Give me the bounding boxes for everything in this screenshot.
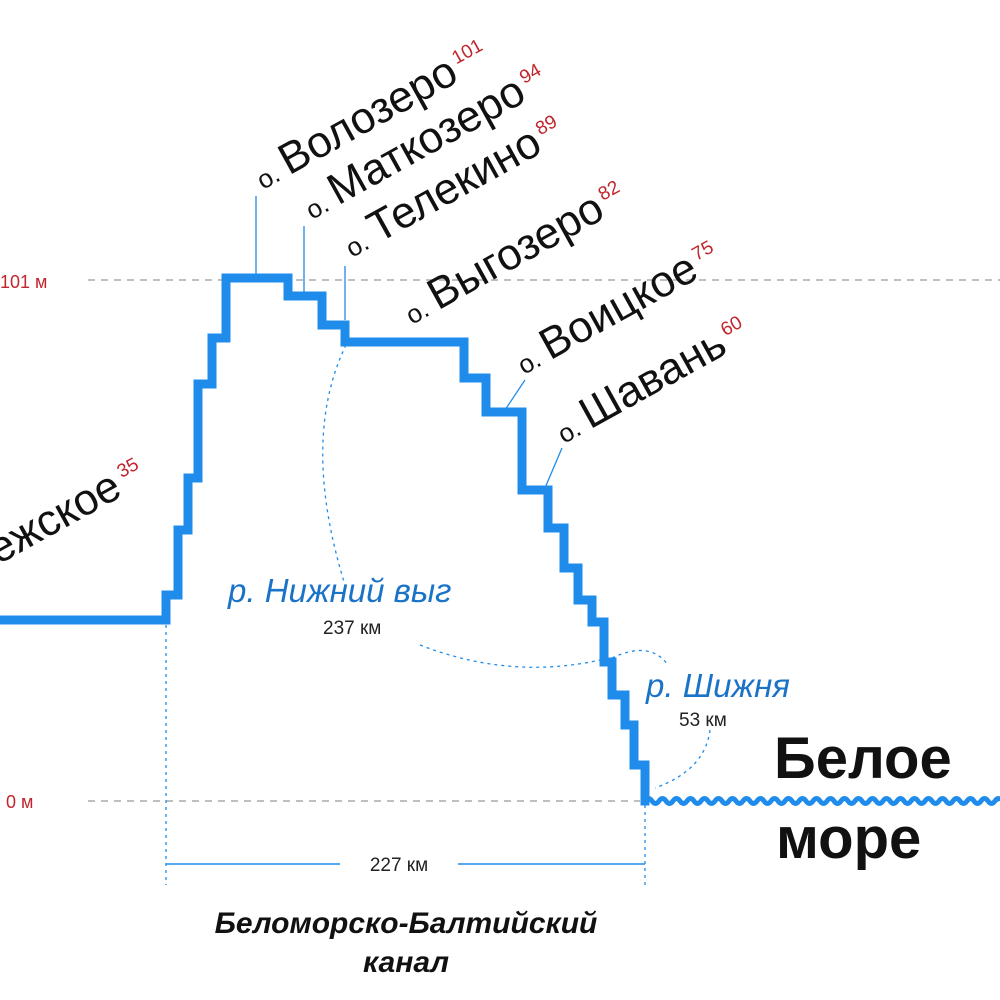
- canal-title-line1: Беломорско-Балтийский: [215, 907, 598, 940]
- lake-prefix: о.: [552, 412, 586, 449]
- lake-altitude: 35: [114, 454, 143, 483]
- sea-label-line2: море: [776, 806, 921, 871]
- lake-prefix: о.: [512, 343, 546, 380]
- svg-text:ежское35: ежское35: [0, 448, 153, 574]
- lake-prefix: о.: [340, 226, 374, 263]
- lake-prefix: о.: [300, 188, 334, 225]
- leader-voitskoe: [504, 379, 526, 411]
- lake-altitude: 60: [717, 312, 746, 341]
- river-length-shizhnya: 53 км: [679, 710, 727, 731]
- nizhny-vyg-arc: [322, 344, 601, 668]
- sea-label-line1: Белое: [774, 726, 952, 791]
- lake-prefix: о.: [400, 293, 434, 330]
- lake-altitude: 89: [532, 111, 561, 140]
- lake-altitude: 94: [516, 60, 545, 89]
- lake-name: ежское: [0, 461, 129, 574]
- distance-label: 227 км: [370, 855, 428, 876]
- top-level-label: 101 м: [0, 272, 47, 292]
- river-name-shizhnya: р. Шижня: [645, 667, 790, 704]
- sea-wave: [642, 796, 1000, 806]
- shizhnya-arc: [611, 649, 711, 789]
- canal-profile: [0, 273, 650, 806]
- lake-altitude: 101: [448, 35, 486, 69]
- river-length-nizhny-vyg: 237 км: [323, 618, 381, 639]
- lake-prefix: о.: [251, 158, 285, 195]
- lake-label-onega: ежское35: [0, 448, 153, 574]
- river-name-nizhny-vyg: р. Нижний выг: [227, 572, 451, 609]
- leader-shavan: [544, 447, 563, 489]
- lake-altitude: 75: [689, 237, 718, 266]
- canal-title-line2: канал: [363, 946, 449, 979]
- lake-altitude: 82: [595, 177, 624, 206]
- sea-level-label: 0 м: [6, 792, 33, 812]
- distance-label-bg: [340, 850, 458, 878]
